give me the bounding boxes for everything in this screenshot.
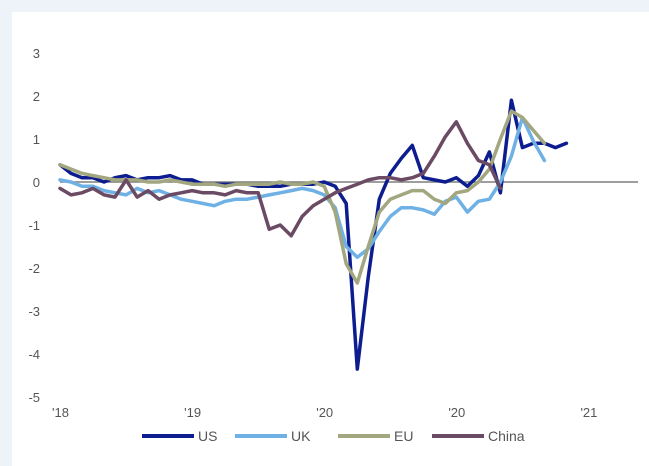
series-line-us	[58, 98, 569, 371]
legend-label-us: US	[198, 428, 217, 444]
y-tick-label: -2	[28, 261, 40, 276]
x-tick-label: '20	[448, 405, 465, 420]
legend-label-china: China	[488, 428, 525, 444]
y-tick-label: -1	[28, 218, 40, 233]
y-tick-label: 1	[33, 132, 40, 147]
series-line-china	[58, 120, 503, 238]
y-tick-label: -4	[28, 347, 40, 362]
series-line-eu	[58, 109, 547, 285]
series-line-uk	[58, 115, 547, 260]
y-tick-label: 3	[33, 46, 40, 61]
chart-card	[12, 12, 649, 466]
x-tick-label: '20	[316, 405, 333, 420]
legend-label-uk: UK	[291, 428, 311, 444]
x-tick-label: '18	[52, 405, 69, 420]
y-tick-label: 2	[33, 89, 40, 104]
y-tick-label: -5	[28, 390, 40, 405]
y-tick-label: 0	[33, 175, 40, 190]
x-tick-label: '21	[580, 405, 597, 420]
legend-label-eu: EU	[394, 428, 413, 444]
x-tick-label: '19	[184, 405, 201, 420]
y-tick-label: -3	[28, 304, 40, 319]
